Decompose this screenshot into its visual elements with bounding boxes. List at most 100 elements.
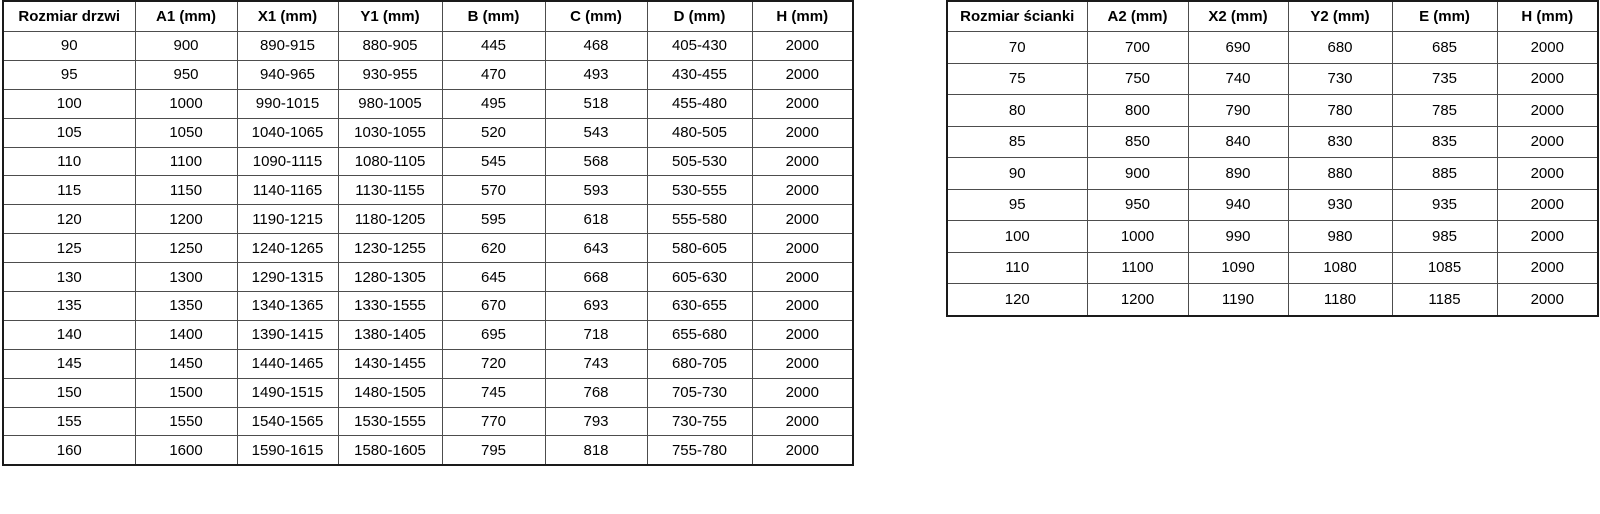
- table-cell: 980: [1287, 220, 1393, 253]
- table-cell: 1100: [134, 146, 238, 177]
- table-cell: 1330-1555: [337, 291, 443, 321]
- table-cell: 2000: [751, 233, 854, 264]
- table-cell: 145: [2, 348, 136, 379]
- table-cell: 110: [2, 146, 136, 177]
- table-cell: 605-630: [646, 262, 753, 293]
- table-cell: 115: [2, 175, 136, 206]
- table-cell: 980-1005: [337, 88, 443, 119]
- wall-sizes-table: Rozmiar ścianki A2 (mm) X2 (mm) Y2 (mm) E (m…: [946, 0, 1599, 317]
- table-cell: 1200: [134, 204, 238, 235]
- table-cell: 1550: [134, 406, 238, 437]
- table-cell: 2000: [1496, 251, 1599, 284]
- table-row: 150 1500 1490-1515 1480-1505 745 768 705-730 20…: [2, 377, 854, 408]
- column-header: B (mm): [441, 0, 546, 32]
- table-cell: 620: [441, 233, 546, 264]
- table-row: 85 850 840 830 835 2000: [946, 125, 1599, 158]
- table-cell: 470: [441, 59, 546, 90]
- table-cell: 125: [2, 233, 136, 264]
- column-header: E (mm): [1391, 0, 1498, 32]
- table-cell: 480-505: [646, 117, 753, 148]
- door-sizes-section: Rozmiar drzwi A1 (mm) X1 (mm) Y1 (mm) B (mm)…: [2, 0, 854, 467]
- table-cell: 2000: [751, 175, 854, 206]
- table-cell: 793: [544, 406, 648, 437]
- table-cell: 818: [544, 435, 648, 466]
- table-cell: 1300: [134, 262, 238, 293]
- table-row: 95 950 940-965 930-955 470 493 430-455 2000: [2, 59, 854, 90]
- column-header: C (mm): [544, 0, 648, 32]
- table-cell: 1490-1515: [236, 377, 339, 408]
- table-cell: 593: [544, 175, 648, 206]
- table-cell: 2000: [751, 59, 854, 90]
- table-cell: 700: [1086, 31, 1189, 64]
- table-cell: 745: [441, 377, 546, 408]
- table-cell: 455-480: [646, 88, 753, 119]
- table-cell: 680-705: [646, 348, 753, 379]
- table-cell: 743: [544, 348, 648, 379]
- table-cell: 985: [1391, 220, 1498, 253]
- table-cell: 750: [1086, 62, 1189, 95]
- table-cell: 1030-1055: [337, 117, 443, 148]
- table-cell: 930-955: [337, 59, 443, 90]
- table-cell: 80: [946, 94, 1088, 127]
- table-cell: 1590-1615: [236, 435, 339, 466]
- table-row: 100 1000 990-1015 980-1005 495 518 455-480 2000: [2, 88, 854, 119]
- table-cell: 735: [1391, 62, 1498, 95]
- table-cell: 95: [946, 188, 1088, 221]
- table-cell: 1280-1305: [337, 262, 443, 293]
- table-cell: 768: [544, 377, 648, 408]
- table-cell: 2000: [1496, 62, 1599, 95]
- wall-table-body: 70 700 690 680 685 2000 75 750 740 730 735 2000 80 80…: [946, 31, 1599, 316]
- table-cell: 518: [544, 88, 648, 119]
- table-cell: 940-965: [236, 59, 339, 90]
- table-cell: 1140-1165: [236, 175, 339, 206]
- table-cell: 430-455: [646, 59, 753, 90]
- table-cell: 1085: [1391, 251, 1498, 284]
- table-cell: 2000: [751, 262, 854, 293]
- table-row: 90 900 890 880 885 2000: [946, 157, 1599, 190]
- table-cell: 2000: [1496, 188, 1599, 221]
- table-cell: 140: [2, 319, 136, 350]
- table-cell: 2000: [1496, 220, 1599, 253]
- table-cell: 1200: [1086, 283, 1189, 316]
- column-header: A2 (mm): [1086, 0, 1189, 32]
- table-cell: 1180-1205: [337, 204, 443, 235]
- table-cell: 1050: [134, 117, 238, 148]
- column-header: Y2 (mm): [1287, 0, 1393, 32]
- table-cell: 990: [1187, 220, 1289, 253]
- table-cell: 1430-1455: [337, 348, 443, 379]
- table-cell: 1090: [1187, 251, 1289, 284]
- wall-table-header-row: Rozmiar ścianki A2 (mm) X2 (mm) Y2 (mm) E (m…: [946, 0, 1599, 32]
- table-cell: 580-605: [646, 233, 753, 264]
- table-row: 110 1100 1090-1115 1080-1105 545 568 505-530 20…: [2, 146, 854, 177]
- table-cell: 1440-1465: [236, 348, 339, 379]
- table-cell: 900: [134, 31, 238, 61]
- table-cell: 2000: [1496, 157, 1599, 190]
- table-cell: 755-780: [646, 435, 753, 466]
- table-cell: 695: [441, 319, 546, 350]
- table-cell: 830: [1287, 125, 1393, 158]
- table-cell: 2000: [751, 31, 854, 61]
- table-cell: 1185: [1391, 283, 1498, 316]
- table-row: 145 1450 1440-1465 1430-1455 720 743 680-705 20…: [2, 348, 854, 379]
- table-cell: 1180: [1287, 283, 1393, 316]
- table-cell: 630-655: [646, 291, 753, 321]
- table-cell: 2000: [751, 406, 854, 437]
- table-cell: 740: [1187, 62, 1289, 95]
- column-header: D (mm): [646, 0, 753, 32]
- table-cell: 1230-1255: [337, 233, 443, 264]
- table-cell: 645: [441, 262, 546, 293]
- table-cell: 2000: [751, 146, 854, 177]
- table-cell: 618: [544, 204, 648, 235]
- table-cell: 680: [1287, 31, 1393, 64]
- table-cell: 1580-1605: [337, 435, 443, 466]
- table-cell: 1390-1415: [236, 319, 339, 350]
- table-cell: 2000: [751, 435, 854, 466]
- table-cell: 160: [2, 435, 136, 466]
- table-row: 135 1350 1340-1365 1330-1555 670 693 630-655 20…: [2, 291, 854, 321]
- table-cell: 105: [2, 117, 136, 148]
- table-cell: 835: [1391, 125, 1498, 158]
- table-cell: 2000: [1496, 31, 1599, 64]
- table-cell: 990-1015: [236, 88, 339, 119]
- table-cell: 85: [946, 125, 1088, 158]
